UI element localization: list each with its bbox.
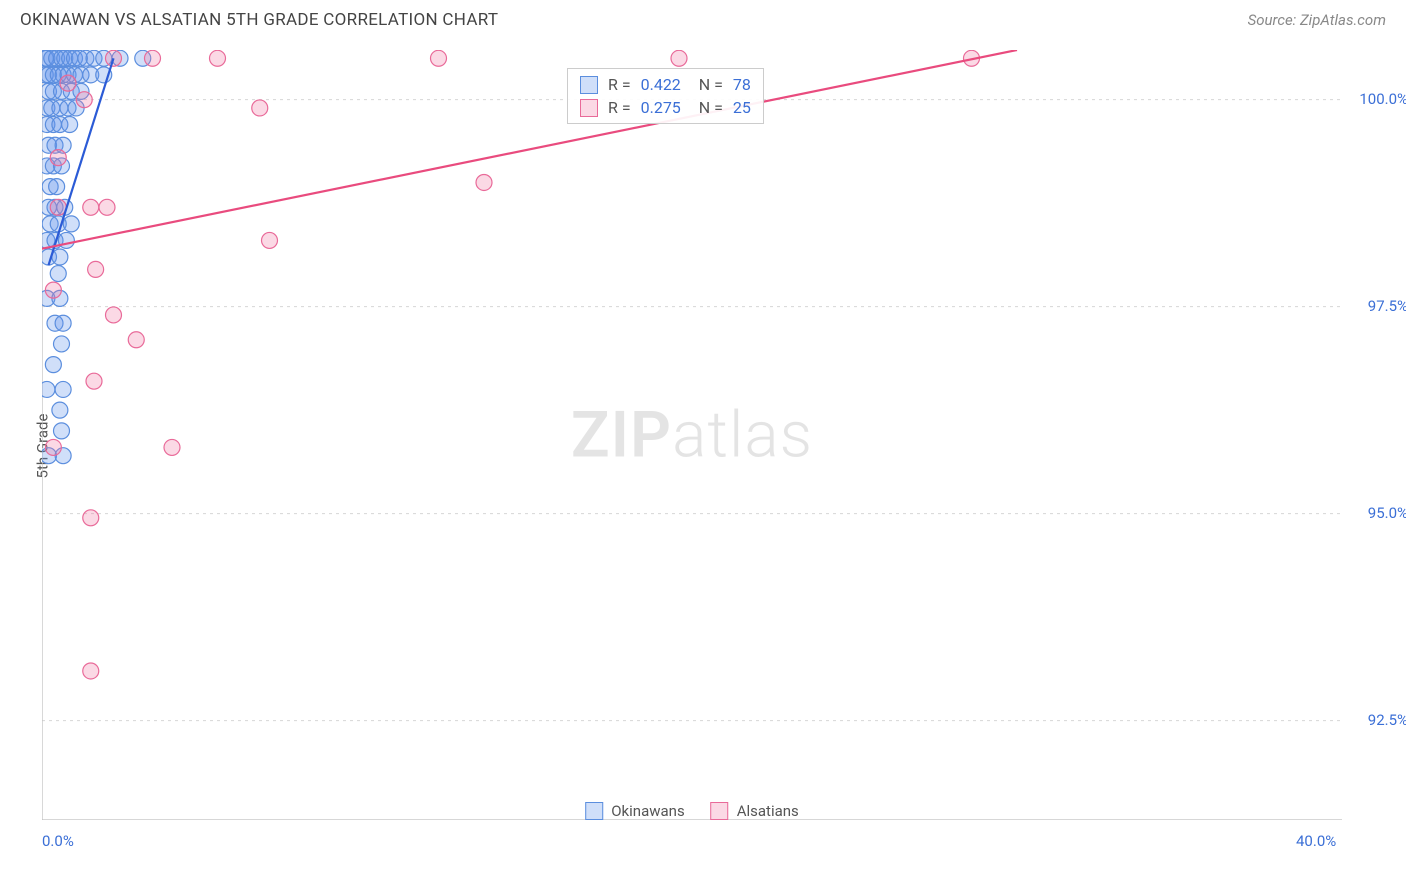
legend-swatch (711, 802, 729, 820)
chart-title: OKINAWAN VS ALSATIAN 5TH GRADE CORRELATI… (20, 10, 498, 30)
stats-swatch (580, 99, 598, 117)
legend: Okinawans Alsatians (585, 802, 799, 820)
y-tick-label: 92.5% (1348, 711, 1406, 729)
stats-r-label: R = (608, 75, 631, 94)
stats-n-label: N = (691, 98, 723, 117)
legend-label: Alsatians (737, 802, 799, 820)
stats-swatch (580, 76, 598, 94)
chart-svg (42, 50, 1342, 820)
stats-r-label: R = (608, 98, 631, 117)
y-tick-label: 97.5% (1348, 297, 1406, 315)
stats-row: R = 0.422 N = 78 (576, 73, 755, 96)
legend-item: Okinawans (585, 802, 684, 820)
legend-swatch (585, 802, 603, 820)
chart-header: OKINAWAN VS ALSATIAN 5TH GRADE CORRELATI… (0, 0, 1406, 36)
legend-item: Alsatians (711, 802, 799, 820)
stats-r-value: 0.275 (641, 98, 681, 117)
legend-label: Okinawans (611, 802, 684, 820)
x-tick-label: 0.0% (42, 832, 74, 850)
y-tick-label: 95.0% (1348, 504, 1406, 522)
x-tick-label: 40.0% (1296, 832, 1336, 850)
stats-row: R = 0.275 N = 25 (576, 96, 755, 119)
stats-n-value: 78 (733, 75, 751, 94)
correlation-stats-box: R = 0.422 N = 78R = 0.275 N = 25 (567, 68, 764, 124)
stats-n-label: N = (691, 75, 723, 94)
stats-r-value: 0.422 (641, 75, 681, 94)
chart-plot-area: ZIPatlas R = 0.422 N = 78R = 0.275 N = 2… (42, 50, 1342, 820)
stats-n-value: 25 (733, 98, 751, 117)
chart-source: Source: ZipAtlas.com (1248, 11, 1386, 29)
y-tick-label: 100.0% (1348, 90, 1406, 108)
